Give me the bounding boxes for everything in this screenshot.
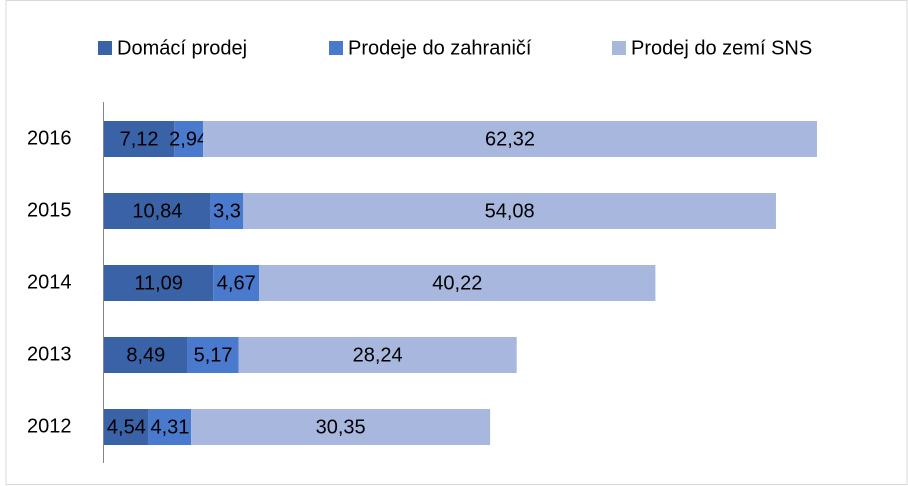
y-tick-label: 2015 xyxy=(27,199,72,221)
data-label: 4,31 xyxy=(150,416,189,438)
data-label: 4,54 xyxy=(107,416,146,438)
data-label: 3,3 xyxy=(213,200,241,222)
y-tick-label: 2016 xyxy=(27,127,72,149)
data-label: 62,32 xyxy=(485,128,535,150)
data-label: 54,08 xyxy=(485,200,535,222)
bar-segment xyxy=(104,409,149,445)
y-tick-label: 2013 xyxy=(27,343,72,365)
chart-frame xyxy=(5,0,908,485)
data-label: 4,67 xyxy=(217,272,256,294)
data-label: 11,09 xyxy=(134,272,183,294)
bar-segment xyxy=(104,337,188,373)
legend-label: Domácí prodej xyxy=(117,37,247,59)
legend-swatch xyxy=(329,41,343,55)
bar-segment xyxy=(213,265,260,301)
data-label: 7,12 xyxy=(120,128,159,150)
bar-segment xyxy=(243,193,776,229)
bar-segment xyxy=(210,193,244,229)
data-label: 40,22 xyxy=(432,272,482,294)
bar-segment xyxy=(203,121,817,157)
bar-segment xyxy=(104,265,214,301)
data-label: 8,49 xyxy=(126,344,165,366)
bar-segment xyxy=(104,193,211,229)
y-tick-label: 2014 xyxy=(27,271,72,293)
y-tick-label: 2012 xyxy=(27,415,72,437)
bar-segment xyxy=(259,265,656,301)
bar-segment xyxy=(187,337,239,373)
bar-segment xyxy=(238,337,517,373)
legend-swatch xyxy=(98,41,112,55)
data-label: 2,94 xyxy=(169,128,208,150)
data-label: 30,35 xyxy=(316,416,366,438)
legend-label: Prodeje do zahraničí xyxy=(348,37,532,59)
bar-segment xyxy=(148,409,192,445)
data-label: 5,17 xyxy=(194,344,233,366)
bar-segment xyxy=(104,121,175,157)
data-label: 28,24 xyxy=(353,344,403,366)
bar-segment xyxy=(174,121,204,157)
bar-segment xyxy=(191,409,491,445)
data-label: 10,84 xyxy=(132,200,182,222)
legend-label: Prodej do zemí SNS xyxy=(631,37,812,59)
legend-swatch xyxy=(612,41,626,55)
